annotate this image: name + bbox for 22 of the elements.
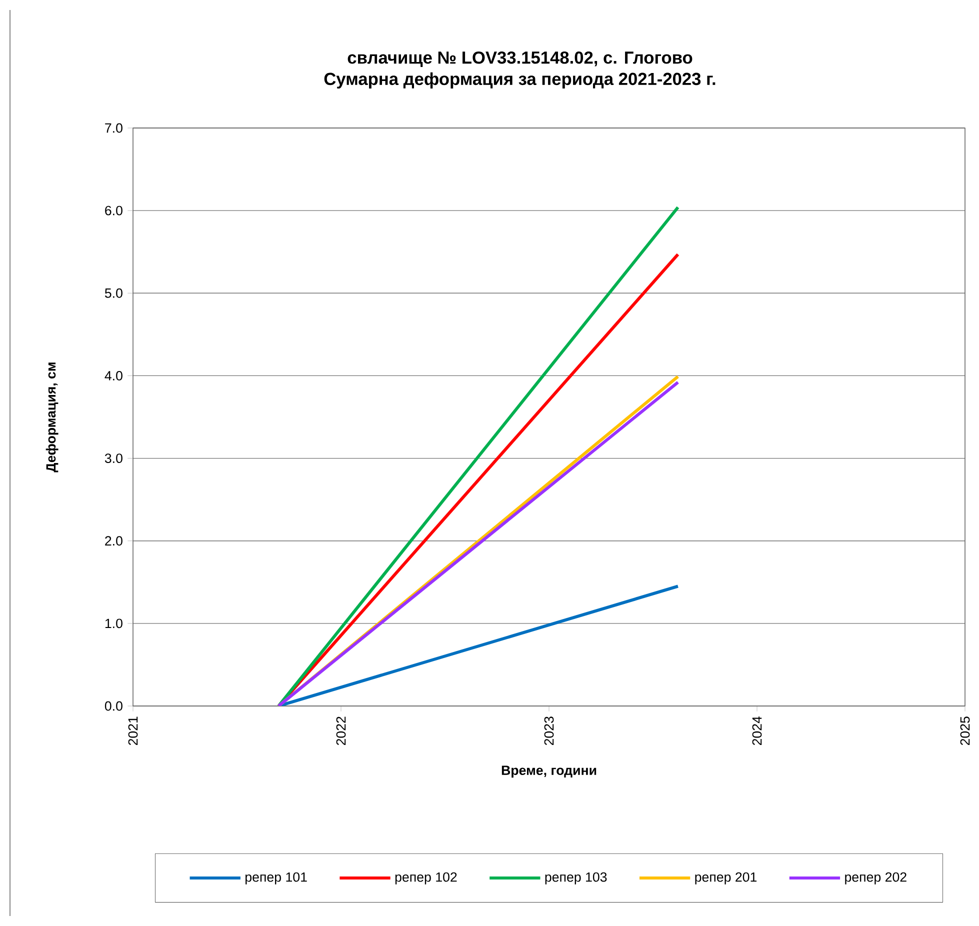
legend-label: репер 103 bbox=[545, 872, 607, 884]
x-tick-label: 2025 bbox=[960, 716, 970, 746]
y-tick-label: 4.0 bbox=[104, 371, 122, 380]
y-tick-label: 3.0 bbox=[104, 454, 122, 464]
y-tick-label: 6.0 bbox=[105, 206, 122, 216]
x-tick-label: 2024 bbox=[752, 716, 762, 746]
legend-label: репер 201 bbox=[695, 872, 757, 884]
y-tick-label: 0.0 bbox=[104, 701, 122, 711]
legend-label: репер 101 bbox=[246, 872, 307, 884]
x-axis-title: Време, години bbox=[502, 766, 596, 778]
y-tick-label: 7.0 bbox=[105, 123, 122, 133]
legend-label: репер 102 bbox=[395, 872, 457, 884]
x-tick-label: 2021 bbox=[128, 716, 138, 746]
y-tick-label: 2.0 bbox=[105, 536, 122, 546]
chart-title: свлачище № LOV33.15148.02, с. Глогово bbox=[348, 51, 692, 68]
legend-label: репер 202 bbox=[845, 872, 906, 884]
x-tick-label: 2023 bbox=[544, 716, 554, 746]
chart-subtitle: Сумарна деформация за периода 2021-2023 г. bbox=[324, 72, 716, 89]
x-tick-label: 2022 bbox=[336, 716, 346, 746]
y-tick-label: 1.0 bbox=[105, 618, 122, 628]
y-tick-label: 5.0 bbox=[104, 288, 122, 298]
y-axis-title: Деформация, см bbox=[46, 362, 58, 472]
